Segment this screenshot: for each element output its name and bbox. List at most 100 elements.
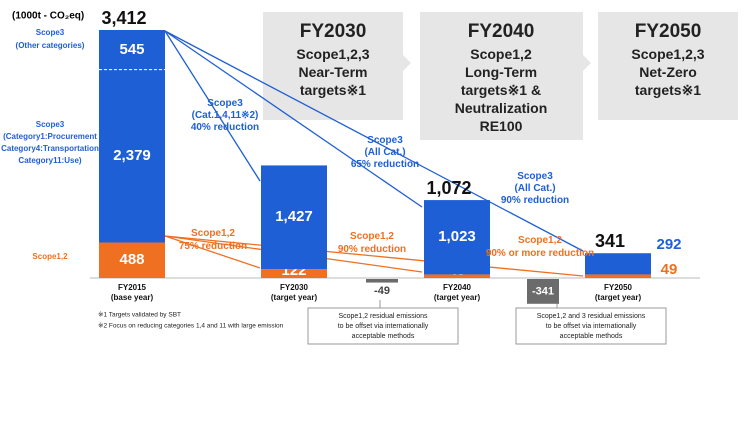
target-text-line: Net-Zero (639, 64, 697, 80)
scope3-reduction-line: Scope3 (367, 135, 403, 146)
legend-label: Scope3 (Other categories) (16, 28, 85, 50)
legend-label: Scope3 (Category1:Procurement Category4:Tr… (1, 120, 99, 165)
bar-segment (585, 274, 651, 278)
offset-bar (527, 279, 559, 304)
target-year: FY2040 (468, 21, 535, 42)
value-label: 2,379 (113, 147, 151, 164)
bar-segment (99, 69, 165, 243)
scope3-reduction: Scope3 (All Cat.) 90% reduction (501, 171, 569, 206)
scope3-reduction-line: Scope3 (517, 171, 553, 182)
scope12-reduction-line: 90% reduction (338, 244, 406, 255)
target-text: Scope1,2 Long-Term targets※1 & Neutralizati… (455, 46, 548, 134)
target-text-line: Scope1,2,3 (296, 46, 369, 62)
bar-segment (424, 274, 490, 278)
target-text-line: Long-Term (465, 64, 537, 80)
legend-label-line: Category11:Use) (18, 156, 81, 165)
offset-label: -49 (374, 285, 390, 297)
legend-label: Scope1,2 (32, 252, 68, 261)
scope3-reduction-line: (All Cat.) (514, 183, 555, 194)
x-tick-label: FY2050 (604, 283, 633, 292)
offset-bar (366, 279, 398, 283)
offset-note-line: acceptable methods (352, 333, 415, 340)
bar-segment (261, 269, 327, 278)
legend-label-line: Scope1,2 (32, 252, 68, 261)
x-tick-note: (target year) (271, 293, 318, 302)
scope12-reduction-line: Scope1,2 (518, 235, 562, 246)
offset-note: Scope1,2 residual emissions to be offset … (338, 313, 429, 340)
value-label: 1,427 (275, 208, 313, 225)
arrow (164, 30, 423, 208)
offset-note-line: Scope1,2 residual emissions (338, 313, 428, 320)
scope12-reduction-line: Scope1,2 (191, 228, 235, 239)
target-text: Scope1,2,3 Near-Term targets※1 (296, 46, 369, 98)
footnote: ※2 Focus on reducing categories 1,4 and … (98, 323, 284, 330)
target-box (598, 12, 738, 120)
bar-segment (424, 200, 490, 275)
scope3-reduction: Scope3 (Cat.1,4,11※2) 40% reduction (191, 98, 259, 133)
x-tick-label: FY2030 (280, 283, 309, 292)
bar-segment (585, 253, 651, 275)
arrow (164, 235, 261, 269)
legend-label-line: Category4:Transportation (1, 144, 99, 153)
offset-note: Scope1,2 and 3 residual emissions to be o… (537, 313, 646, 340)
scope3-reduction-line: 65% reduction (351, 159, 419, 170)
target-text-line: targets※1 & (461, 82, 541, 98)
target-text: Scope1,2,3 Net-Zero targets※1 (631, 46, 704, 98)
offset-note-line: to be offset via internationally (338, 323, 429, 330)
legend-label-line: (Other categories) (16, 41, 85, 50)
arrow (164, 30, 261, 182)
target-box (420, 12, 591, 140)
target-boxes (263, 12, 738, 140)
value-label: 545 (119, 41, 144, 58)
scope3-reduction-line: (All Cat.) (364, 147, 405, 158)
arrow (164, 30, 584, 252)
target-text-line: targets※1 (300, 82, 366, 98)
scope12-reduction: Scope1,2 90% or more reduction (486, 235, 594, 259)
note-box (307, 307, 459, 345)
bar-segment (99, 242, 165, 278)
scope12-reduction: Scope1,2 75% reduction (179, 228, 247, 252)
scope12-reduction-line: 75% reduction (179, 241, 247, 252)
offset-note-line: to be offset via internationally (546, 323, 637, 330)
legend-label-line: (Category1:Procurement (3, 132, 97, 141)
target-text-line: Near-Term (299, 64, 368, 80)
target-box (263, 12, 411, 120)
x-tick-note: (target year) (595, 293, 642, 302)
target-year: FY2030 (300, 21, 367, 42)
target-year: FY2050 (635, 21, 702, 42)
scope12-reduction: Scope1,2 90% reduction (338, 231, 406, 255)
footnote: ※1 Targets validated by SBT (98, 312, 181, 319)
arrow (164, 235, 584, 277)
total-label: 3,412 (101, 8, 146, 28)
offset-label: -341 (532, 285, 554, 297)
legend-label-line: Scope3 (36, 28, 65, 37)
bar-segment (99, 30, 165, 70)
scope3-reduction-line: (Cat.1,4,11※2) (192, 110, 259, 121)
scope3-reduction: Scope3 (All Cat.) 65% reduction (351, 135, 419, 170)
total-label: 341 (595, 231, 625, 251)
bar-segment (261, 165, 327, 270)
note-box (515, 307, 667, 345)
target-text-line: Neutralization (455, 100, 548, 116)
offset-note-line: Scope1,2 and 3 residual emissions (537, 313, 646, 320)
total-label: 1,072 (426, 178, 471, 198)
legend-label-line: Scope3 (36, 120, 65, 129)
x-tick-note: (base year) (111, 293, 154, 302)
value-label: 292 (656, 236, 681, 253)
target-text-line: Scope1,2,3 (631, 46, 704, 62)
x-tick-label: FY2040 (443, 283, 472, 292)
value-label: 488 (119, 251, 144, 268)
scope3-reduction-line: Scope3 (207, 98, 243, 109)
arrows (164, 30, 584, 277)
value-label: 1,023 (438, 228, 476, 245)
unit-label: (1000t - CO₂eq) (12, 11, 84, 22)
value-label: 49 (661, 261, 678, 278)
target-text-line: RE100 (480, 118, 523, 134)
scope3-reduction-line: 40% reduction (191, 122, 259, 133)
target-text-line: targets※1 (635, 82, 701, 98)
scope12-reduction-line: Scope1,2 (350, 231, 394, 242)
offset-note-line: acceptable methods (560, 333, 623, 340)
scope3-reduction-line: 90% reduction (501, 195, 569, 206)
x-tick-note: (target year) (434, 293, 481, 302)
